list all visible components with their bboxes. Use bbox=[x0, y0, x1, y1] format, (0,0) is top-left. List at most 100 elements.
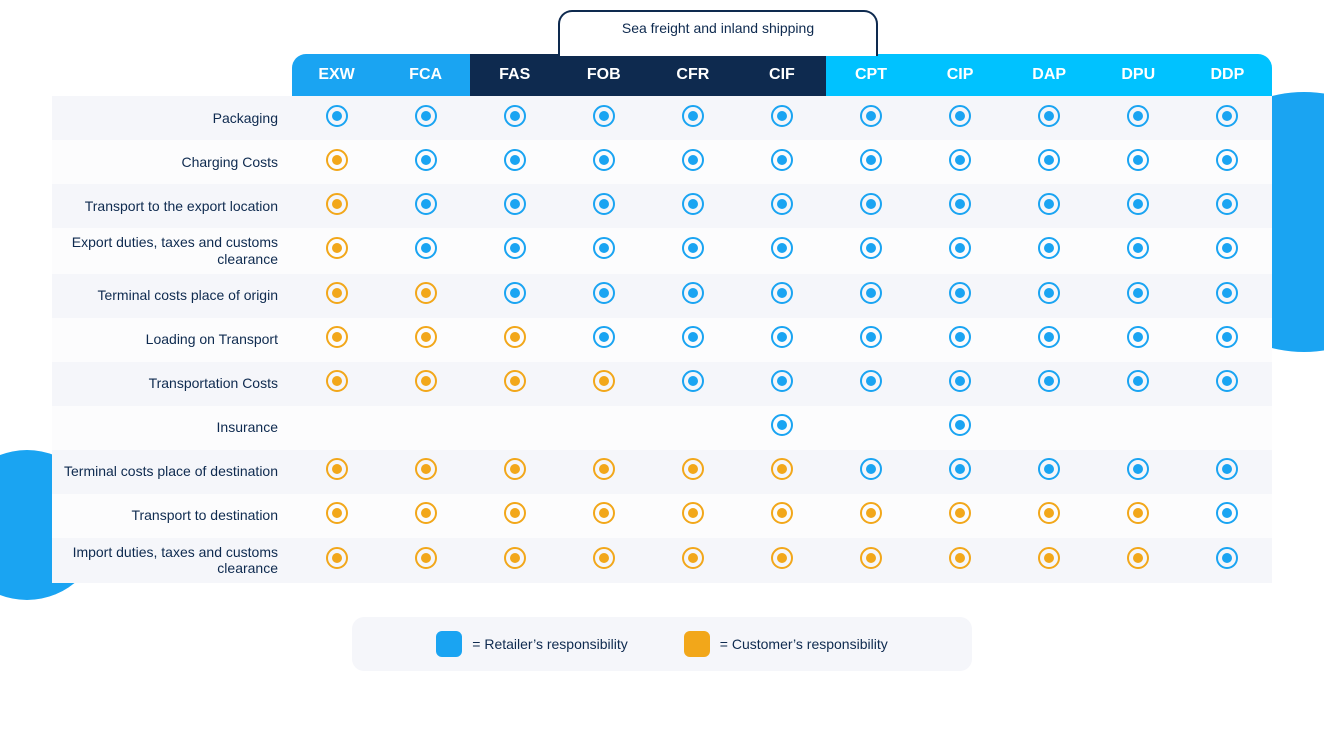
retailer-icon bbox=[504, 105, 526, 127]
retailer-icon bbox=[1038, 105, 1060, 127]
retailer-icon bbox=[771, 326, 793, 348]
cell bbox=[648, 450, 737, 494]
cell bbox=[381, 274, 470, 318]
cell bbox=[1005, 228, 1094, 274]
retailer-icon bbox=[949, 326, 971, 348]
retailer-icon bbox=[949, 370, 971, 392]
cell bbox=[559, 96, 648, 140]
retailer-icon bbox=[771, 193, 793, 215]
cell bbox=[1005, 494, 1094, 538]
cell bbox=[1183, 96, 1272, 140]
cell bbox=[381, 318, 470, 362]
retailer-icon bbox=[949, 105, 971, 127]
header-cpt: CPT bbox=[826, 54, 915, 96]
cell bbox=[648, 494, 737, 538]
cell bbox=[381, 96, 470, 140]
cell bbox=[737, 318, 826, 362]
cell bbox=[1094, 318, 1183, 362]
retailer-icon bbox=[1127, 149, 1149, 171]
cell bbox=[737, 96, 826, 140]
cell bbox=[1094, 450, 1183, 494]
retailer-icon bbox=[593, 282, 615, 304]
cell bbox=[826, 96, 915, 140]
cell bbox=[292, 228, 381, 274]
table-row: Terminal costs place of origin bbox=[52, 274, 1272, 318]
cell bbox=[916, 538, 1005, 584]
cell bbox=[470, 140, 559, 184]
retailer-icon bbox=[860, 370, 882, 392]
cell bbox=[648, 228, 737, 274]
retailer-icon bbox=[593, 326, 615, 348]
cell bbox=[1183, 184, 1272, 228]
retailer-icon bbox=[1038, 458, 1060, 480]
cell bbox=[1094, 406, 1183, 450]
retailer-icon bbox=[771, 370, 793, 392]
cell bbox=[292, 96, 381, 140]
cell bbox=[381, 140, 470, 184]
incoterms-body: PackagingCharging CostsTransport to the … bbox=[52, 96, 1272, 583]
legend-item-retailer: = Retailer’s responsibility bbox=[436, 631, 628, 657]
retailer-icon bbox=[1216, 326, 1238, 348]
cell bbox=[559, 184, 648, 228]
cell bbox=[1094, 362, 1183, 406]
cell bbox=[381, 228, 470, 274]
retailer-icon bbox=[860, 458, 882, 480]
customer-icon bbox=[682, 547, 704, 569]
retailer-icon bbox=[771, 414, 793, 436]
cell bbox=[381, 450, 470, 494]
cell bbox=[1094, 274, 1183, 318]
table-row: Transportation Costs bbox=[52, 362, 1272, 406]
cell bbox=[470, 406, 559, 450]
header-cfr: CFR bbox=[648, 54, 737, 96]
cell bbox=[826, 362, 915, 406]
row-label: Export duties, taxes and customs clearan… bbox=[52, 228, 292, 274]
customer-icon bbox=[415, 370, 437, 392]
cell bbox=[826, 184, 915, 228]
retailer-icon bbox=[949, 149, 971, 171]
cell bbox=[648, 274, 737, 318]
cell bbox=[737, 274, 826, 318]
cell bbox=[826, 274, 915, 318]
retailer-icon bbox=[1216, 149, 1238, 171]
row-label: Packaging bbox=[52, 96, 292, 140]
cell bbox=[648, 318, 737, 362]
cell bbox=[916, 140, 1005, 184]
retailer-icon bbox=[1127, 237, 1149, 259]
retailer-icon bbox=[1127, 370, 1149, 392]
customer-icon bbox=[326, 502, 348, 524]
cell bbox=[737, 140, 826, 184]
cell bbox=[381, 406, 470, 450]
cell bbox=[292, 184, 381, 228]
retailer-icon bbox=[860, 149, 882, 171]
header-fca: FCA bbox=[381, 54, 470, 96]
incoterms-header-row: EXWFCAFASFOBCFRCIFCPTCIPDAPDPUDDP bbox=[52, 54, 1272, 96]
retailer-icon bbox=[1038, 237, 1060, 259]
cell bbox=[1005, 362, 1094, 406]
customer-icon bbox=[326, 193, 348, 215]
customer-icon bbox=[326, 458, 348, 480]
retailer-icon bbox=[1038, 149, 1060, 171]
cell bbox=[292, 494, 381, 538]
retailer-icon bbox=[504, 149, 526, 171]
cell bbox=[292, 140, 381, 184]
cell bbox=[1183, 274, 1272, 318]
cell bbox=[1094, 494, 1183, 538]
cell bbox=[737, 538, 826, 584]
retailer-icon bbox=[682, 193, 704, 215]
cell bbox=[470, 362, 559, 406]
retailer-icon bbox=[1038, 370, 1060, 392]
cell bbox=[559, 274, 648, 318]
cell bbox=[826, 494, 915, 538]
cell bbox=[559, 406, 648, 450]
retailer-icon bbox=[1216, 237, 1238, 259]
cell bbox=[559, 362, 648, 406]
retailer-icon bbox=[415, 149, 437, 171]
retailer-icon bbox=[1216, 547, 1238, 569]
table-row: Packaging bbox=[52, 96, 1272, 140]
retailer-icon bbox=[1127, 193, 1149, 215]
cell bbox=[559, 450, 648, 494]
cell bbox=[1183, 140, 1272, 184]
cell bbox=[648, 96, 737, 140]
cell bbox=[559, 538, 648, 584]
cell bbox=[1094, 538, 1183, 584]
